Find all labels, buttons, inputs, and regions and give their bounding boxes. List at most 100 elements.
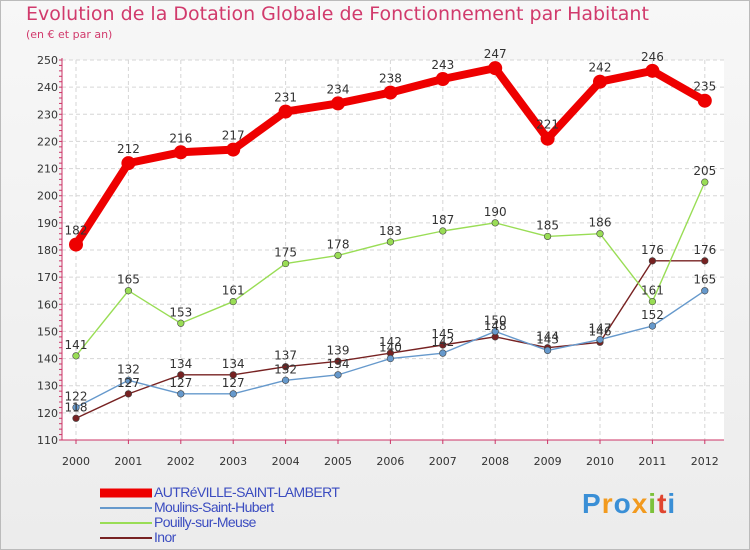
data-point: [173, 145, 188, 160]
data-point: [648, 297, 657, 306]
data-label: 127: [169, 376, 192, 390]
data-point: [72, 352, 80, 360]
data-label: 152: [641, 308, 664, 322]
data-point: [596, 335, 604, 344]
data-label: 186: [589, 216, 612, 230]
data-label: 231: [274, 91, 297, 105]
y-tick-label: 160: [37, 298, 58, 311]
data-label: 144: [536, 330, 559, 344]
x-tick-label: 2011: [638, 455, 666, 468]
y-tick-label: 250: [37, 54, 58, 67]
data-label: 153: [169, 305, 192, 319]
legend-swatch: [100, 536, 152, 539]
y-tick-label: 110: [37, 434, 58, 447]
data-label: 234: [327, 82, 350, 96]
data-label: 134: [222, 357, 245, 371]
x-tick-label: 2003: [219, 455, 247, 468]
data-label: 132: [117, 362, 140, 376]
data-label: 178: [327, 237, 350, 251]
data-point: [282, 376, 290, 384]
legend-swatch: [100, 488, 152, 497]
data-point: [386, 238, 395, 246]
data-label: 165: [693, 273, 716, 287]
x-tick-label: 2004: [272, 455, 300, 468]
y-tick-label: 180: [37, 244, 58, 257]
data-label: 165: [117, 273, 140, 287]
data-label: 238: [379, 72, 402, 86]
chart-title: Evolution de la Dotation Globale de Fonc…: [26, 3, 649, 25]
x-tick-label: 2006: [376, 455, 404, 468]
data-label: 217: [222, 129, 245, 143]
data-point: [177, 319, 185, 327]
data-label: 161: [222, 284, 245, 298]
data-label: 175: [274, 246, 297, 260]
data-label: 235: [693, 80, 716, 94]
data-point: [593, 74, 607, 89]
data-label: 148: [484, 319, 507, 333]
data-point: [540, 131, 555, 146]
y-tick-label: 130: [37, 380, 58, 393]
legend-swatch: [100, 521, 152, 524]
data-label: 190: [484, 205, 507, 219]
data-label: 127: [117, 376, 140, 390]
data-point: [229, 390, 237, 398]
data-label: 145: [431, 327, 454, 341]
data-label: 134: [327, 357, 350, 371]
data-point: [439, 227, 447, 235]
data-point: [177, 371, 185, 379]
data-label: 146: [589, 324, 612, 338]
data-label: 161: [641, 284, 664, 298]
data-label: 216: [169, 131, 192, 145]
x-tick-label: 2001: [114, 455, 142, 468]
y-tick-label: 240: [37, 81, 58, 94]
data-label: 142: [379, 335, 402, 349]
data-point: [334, 357, 342, 365]
x-tick-label: 2002: [167, 455, 195, 468]
data-point: [491, 219, 499, 227]
data-point: [648, 257, 657, 265]
data-label: 176: [641, 243, 664, 257]
data-label: 147: [589, 322, 612, 336]
legend-swatch: [100, 506, 152, 509]
data-point: [386, 354, 395, 363]
data-label: 183: [379, 224, 402, 238]
data-point: [69, 237, 83, 252]
data-label: 242: [589, 61, 612, 75]
data-label: 140: [379, 341, 402, 355]
data-point: [334, 251, 342, 260]
data-label: 142: [431, 335, 454, 349]
data-point: [229, 371, 237, 379]
data-point: [177, 390, 185, 398]
data-point: [648, 322, 657, 330]
data-point: [383, 85, 398, 100]
x-tick-label: 2005: [324, 455, 352, 468]
y-tick-label: 170: [37, 271, 58, 284]
data-point: [121, 156, 136, 171]
x-tick-label: 2008: [481, 455, 509, 468]
x-tick-label: 2007: [429, 455, 457, 468]
legend-label: Pouilly-sur-Meuse: [154, 514, 256, 530]
y-tick-label: 140: [37, 353, 58, 366]
data-label: 137: [274, 349, 297, 363]
data-point: [124, 390, 132, 398]
data-point: [72, 403, 80, 412]
data-label: 127: [222, 376, 245, 390]
y-tick-label: 210: [37, 163, 58, 176]
data-point: [701, 287, 709, 295]
data-label: 185: [536, 218, 559, 232]
chart-subtitle: (en € et par an): [26, 28, 113, 41]
data-point: [491, 327, 499, 336]
y-tick-label: 120: [37, 407, 58, 420]
data-point: [124, 287, 132, 295]
data-point: [439, 349, 447, 357]
data-label: 134: [169, 357, 192, 371]
data-point: [543, 232, 552, 241]
data-label: 139: [327, 343, 350, 357]
data-point: [282, 259, 290, 268]
y-tick-label: 220: [37, 135, 58, 148]
x-tick-label: 2012: [691, 455, 719, 468]
data-point: [543, 346, 552, 355]
legend-label: Moulins-Saint-Hubert: [154, 499, 274, 515]
data-point: [596, 230, 604, 238]
